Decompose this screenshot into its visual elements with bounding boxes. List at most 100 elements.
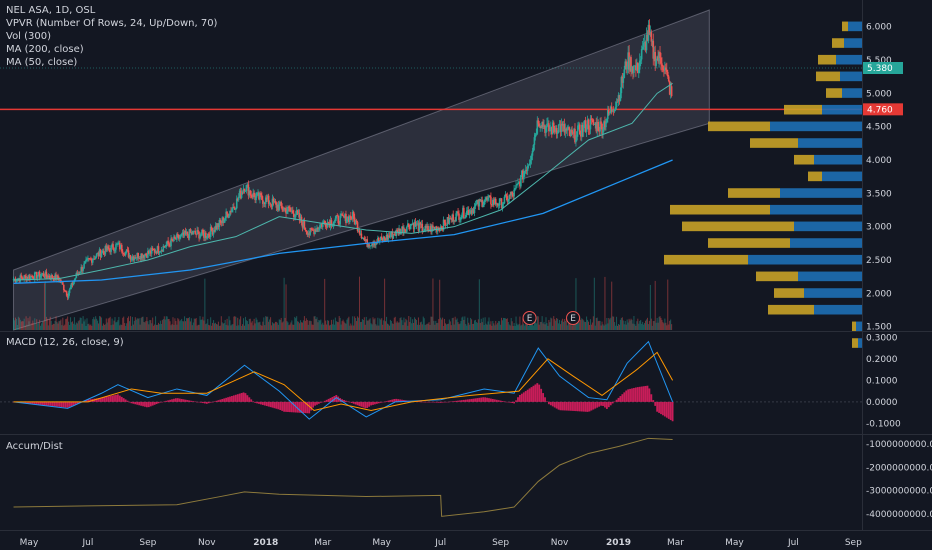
volume-bar bbox=[563, 319, 565, 330]
earnings-marker[interactable] bbox=[566, 311, 581, 325]
candle-body bbox=[581, 124, 584, 132]
accum-dist-pane[interactable]: -1000000000.000-2000000000.000-300000000… bbox=[13, 437, 932, 520]
macd-histogram-bar bbox=[211, 401, 214, 403]
macd-histogram-bar bbox=[323, 400, 326, 402]
price-pane[interactable]: E E6.0005.5005.0004.5004.0003.5003.0002.5… bbox=[0, 9, 903, 348]
legend-macd[interactable]: MACD (12, 26, close, 9) bbox=[6, 337, 124, 348]
candle-body bbox=[247, 184, 250, 196]
candle-body bbox=[349, 215, 351, 223]
macd-histogram-bar bbox=[493, 399, 496, 402]
volume-bar bbox=[379, 318, 381, 330]
macd-histogram-bar bbox=[439, 401, 442, 403]
volume-bar bbox=[547, 325, 549, 330]
volume-bar bbox=[296, 316, 298, 330]
volume-bar bbox=[38, 322, 40, 330]
legend-ma200[interactable]: MA (200, close) bbox=[6, 44, 84, 55]
volume-bar bbox=[621, 317, 623, 330]
volume-bar bbox=[650, 318, 652, 330]
volume-bar bbox=[251, 321, 253, 330]
macd-histogram-bar bbox=[285, 401, 287, 412]
candle-body bbox=[308, 233, 311, 235]
volume-bar bbox=[580, 319, 582, 330]
candle-body bbox=[551, 122, 554, 135]
candle-body bbox=[587, 119, 590, 129]
volume-bar bbox=[556, 318, 558, 330]
volume-bar bbox=[14, 317, 16, 330]
volume-bar bbox=[350, 323, 352, 330]
macd-histogram-bar bbox=[348, 401, 351, 403]
volume-bar bbox=[133, 320, 135, 330]
candle-body bbox=[257, 192, 259, 194]
macd-histogram-bar bbox=[306, 401, 309, 414]
candle-body bbox=[427, 225, 429, 231]
candle-body bbox=[514, 188, 516, 190]
legend-vpvr[interactable]: VPVR (Number Of Rows, 24, Up/Down, 70) bbox=[6, 18, 218, 29]
volume-bar bbox=[306, 320, 308, 330]
macd-histogram-bar bbox=[22, 401, 25, 403]
volume-bar bbox=[209, 325, 211, 330]
volume-bar bbox=[409, 321, 411, 330]
candle-body bbox=[542, 121, 544, 127]
volume-bar bbox=[273, 323, 275, 330]
ma50-line bbox=[13, 82, 673, 281]
volume-profile-down-bar bbox=[774, 288, 804, 298]
macd-histogram-bar bbox=[28, 401, 30, 404]
candle-body bbox=[362, 237, 365, 239]
volume-bar bbox=[57, 323, 59, 330]
macd-histogram-bar bbox=[184, 399, 187, 402]
candle-body bbox=[233, 206, 235, 208]
macd-histogram-bar bbox=[513, 401, 516, 404]
earnings-marker[interactable] bbox=[522, 311, 537, 325]
macd-histogram-bar bbox=[474, 398, 477, 402]
macd-histogram-bar bbox=[578, 401, 581, 412]
volume-bar bbox=[349, 325, 351, 330]
candle-body bbox=[465, 210, 468, 215]
volume-bar bbox=[666, 325, 668, 330]
volume-bar bbox=[397, 322, 399, 330]
volume-bar bbox=[470, 317, 472, 330]
time-axis-label: Jul bbox=[82, 538, 94, 548]
volume-bar bbox=[156, 324, 158, 330]
volume-bar bbox=[611, 281, 613, 330]
volume-bar bbox=[124, 323, 126, 330]
candle-body bbox=[313, 230, 315, 235]
candle-body bbox=[61, 282, 63, 283]
macd-histogram-bar bbox=[519, 395, 521, 402]
legend-accum-dist[interactable]: Accum/Dist bbox=[6, 441, 63, 452]
legend-ma50[interactable]: MA (50, close) bbox=[6, 57, 78, 68]
volume-bar bbox=[635, 325, 637, 330]
macd-histogram-bar bbox=[157, 401, 160, 404]
legend-symbol[interactable]: NEL ASA, 1D, OSL bbox=[6, 5, 96, 16]
candle-body bbox=[215, 225, 218, 230]
candle-body bbox=[460, 217, 462, 220]
volume-bar bbox=[557, 318, 559, 330]
volume-bar bbox=[485, 323, 487, 330]
volume-bar bbox=[573, 324, 575, 330]
volume-bar bbox=[365, 316, 367, 330]
volume-bar bbox=[608, 317, 610, 330]
candle-body bbox=[354, 220, 357, 225]
volume-bar bbox=[437, 322, 439, 330]
volume-bar bbox=[351, 325, 353, 330]
macd-histogram-bar bbox=[281, 401, 284, 411]
macd-histogram-bar bbox=[515, 400, 517, 402]
volume-bar bbox=[198, 324, 200, 330]
macd-histogram-bar bbox=[234, 394, 237, 402]
candle-body bbox=[265, 197, 268, 200]
volume-bar bbox=[388, 325, 390, 330]
volume-bar bbox=[490, 321, 492, 330]
volume-bar bbox=[58, 321, 60, 330]
candle-body bbox=[65, 291, 68, 296]
volume-bar bbox=[647, 324, 649, 330]
volume-bar bbox=[108, 317, 110, 330]
macd-histogram-bar bbox=[426, 401, 429, 403]
macd-histogram-bar bbox=[350, 401, 353, 403]
candle-body bbox=[621, 76, 624, 83]
volume-bar bbox=[63, 325, 65, 330]
candle-body bbox=[201, 229, 203, 235]
candle-body bbox=[435, 226, 437, 230]
macd-pane[interactable]: 0.30000.20000.10000.0000-0.1000 bbox=[0, 333, 901, 429]
legend-vol[interactable]: Vol (300) bbox=[6, 31, 52, 42]
macd-histogram-bar bbox=[600, 401, 602, 406]
